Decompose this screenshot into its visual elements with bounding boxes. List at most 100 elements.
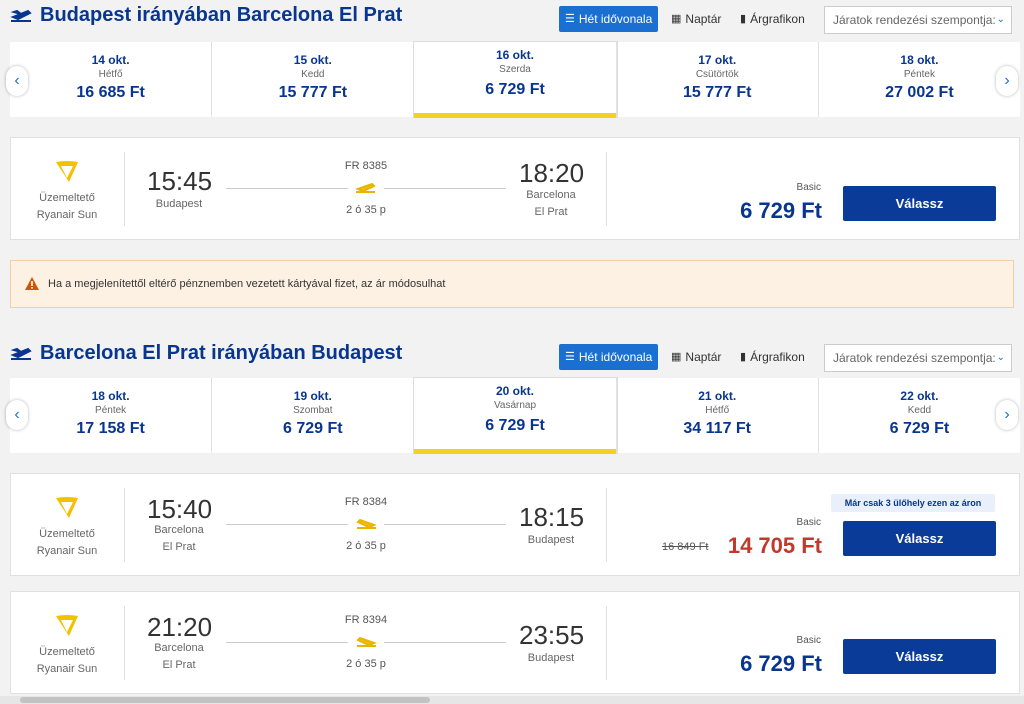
plane-icon (355, 182, 376, 193)
bar-chart-icon: ▮ (740, 351, 747, 363)
ryanair-harp-logo (56, 497, 78, 518)
select-flight-button[interactable]: Válassz (843, 639, 996, 674)
select-flight-button[interactable]: Válassz (843, 186, 996, 221)
divider (606, 606, 607, 680)
chevron-right-icon: › (1004, 406, 1010, 423)
flight-duration: 2 ó 35 p (346, 540, 386, 552)
ryanair-harp-logo (56, 161, 78, 182)
divider (606, 152, 607, 226)
flight-card: Üzemeltető Ryanair Sun 21:20 Barcelona E… (10, 591, 1020, 694)
date-tab[interactable]: 22 okt. Kedd 6 729 Ft (889, 389, 950, 437)
operator-label: Üzemeltető (39, 192, 95, 204)
price-chart-button[interactable]: ▮ Árgrafikon (734, 344, 811, 370)
next-dates-button[interactable]: › (996, 400, 1018, 430)
arrival-time: 18:20 (519, 158, 585, 188)
ryanair-harp-logo (56, 615, 78, 636)
calendar-icon: ▦ (671, 351, 682, 363)
flight-price: 6 729 Ft (740, 651, 822, 676)
operator-name: Ryanair Sun (36, 209, 98, 221)
list-icon: ☰ (565, 351, 575, 363)
date-tab[interactable]: 14 okt. Hétfő 16 685 Ft (10, 42, 213, 117)
date-tab[interactable]: 17 okt. Csütörtök 15 777 Ft (617, 42, 819, 117)
route-line (384, 188, 506, 189)
week-timeline-button[interactable]: ☰ Hét idővonala (559, 6, 659, 32)
date-tab[interactable]: 19 okt. Szombat 6 729 Ft (212, 378, 415, 453)
next-dates-button[interactable]: › (996, 66, 1018, 96)
arrival-time: 23:55 (519, 620, 585, 650)
route-line (384, 642, 506, 643)
departure-city: Budapest (155, 198, 203, 210)
flight-number: FR 8385 (344, 160, 388, 172)
divider (124, 488, 125, 562)
section-title: Barcelona El Prat irányában Budapest (40, 342, 403, 364)
flight-number: FR 8394 (344, 614, 388, 626)
outbound-date-strip: 14 okt. Hétfő 16 685 Ft 15 okt. Kedd 15 777 … (10, 42, 1020, 118)
chevron-left-icon: ‹ (14, 72, 20, 89)
date-tab[interactable]: 18 okt. Péntek 27 002 Ft (885, 53, 954, 101)
page-title: Budapest irányában Barcelona El Prat (40, 4, 403, 26)
arrival-city: Budapest (527, 652, 575, 664)
operator-name: Ryanair Sun (36, 663, 98, 675)
date-tab[interactable]: 21 okt. Hétfő 34 117 Ft (617, 378, 819, 453)
bar-chart-icon: ▮ (740, 13, 747, 25)
inbound-date-strip: 18 okt. Péntek 17 158 Ft 19 okt. Szombat 6 7… (10, 378, 1020, 454)
flight-duration: 2 ó 35 p (346, 658, 386, 670)
route-line (226, 524, 348, 525)
sort-select[interactable]: Járatok rendezési szempontja: ⌄ (824, 6, 1012, 34)
select-flight-button[interactable]: Válassz (843, 521, 996, 556)
divider (124, 606, 125, 680)
prev-dates-button[interactable]: ‹ (6, 400, 28, 430)
operator-label: Üzemeltető (39, 646, 95, 658)
sort-select[interactable]: Járatok rendezési szempontja: ⌄ (824, 344, 1012, 372)
outbound-header: Budapest irányában Barcelona El Prat ☰ Hé… (0, 0, 1024, 34)
original-price: 16 849 Ft (662, 541, 709, 553)
arrival-time: 18:15 (519, 502, 585, 532)
departure-time: 15:45 (147, 166, 213, 196)
departure-city: Barcelona El Prat (154, 642, 204, 671)
route-line (226, 642, 348, 643)
horizontal-scrollbar[interactable] (0, 696, 1024, 704)
flight-price: 6 729 Ft (740, 198, 822, 223)
plane-icon (10, 347, 32, 360)
prev-dates-button[interactable]: ‹ (6, 66, 28, 96)
flight-number: FR 8384 (344, 496, 388, 508)
date-tab[interactable]: 18 okt. Péntek 17 158 Ft (10, 378, 213, 453)
discounted-price: 14 705 Ft (727, 533, 822, 558)
arrival-city: Budapest (527, 534, 575, 546)
departure-time: 21:20 (147, 612, 213, 642)
departure-city: Barcelona El Prat (154, 524, 204, 553)
chevron-left-icon: ‹ (14, 406, 20, 423)
flight-duration: 2 ó 35 p (346, 204, 386, 216)
fare-type: Basic (796, 635, 821, 646)
week-timeline-button[interactable]: ☰ Hét idővonala (559, 344, 659, 370)
plane-icon (356, 636, 377, 647)
divider (124, 152, 125, 226)
operator-name: Ryanair Sun (36, 545, 98, 557)
price-chart-button[interactable]: ▮ Árgrafikon (734, 6, 811, 32)
chevron-down-icon: ⌄ (996, 352, 1005, 363)
plane-icon (10, 9, 32, 22)
route-line (384, 524, 506, 525)
flight-card: Már csak 3 ülőhely ezen az áron Üzemelte… (10, 473, 1020, 576)
scrollbar-thumb[interactable] (20, 697, 430, 703)
calendar-button[interactable]: ▦ Naptár (665, 6, 727, 32)
arrival-city: Barcelona El Prat (526, 189, 576, 218)
currency-warning: Ha a megjelenítettől eltérő pénznemben v… (10, 260, 1014, 308)
date-tab[interactable]: 15 okt. Kedd 15 777 Ft (212, 42, 415, 117)
operator-label: Üzemeltető (39, 528, 95, 540)
calendar-icon: ▦ (671, 13, 682, 25)
divider (606, 488, 607, 562)
departure-time: 15:40 (147, 494, 213, 524)
date-tab-selected[interactable]: 20 okt. Vasárnap 6 729 Ft (414, 378, 617, 454)
chevron-right-icon: › (1004, 72, 1010, 89)
route-line (226, 188, 348, 189)
chevron-down-icon: ⌄ (996, 14, 1005, 25)
warning-text: Ha a megjelenítettől eltérő pénznemben v… (48, 278, 446, 290)
warning-icon (25, 277, 39, 290)
calendar-button[interactable]: ▦ Naptár (665, 344, 727, 370)
date-tab-selected[interactable]: 16 okt. Szerda 6 729 Ft (414, 42, 617, 118)
plane-icon (356, 518, 377, 529)
flight-card: Üzemeltető Ryanair Sun 15:45 Budapest FR… (10, 137, 1020, 240)
seat-availability-badge: Már csak 3 ülőhely ezen az áron (831, 494, 995, 512)
list-icon: ☰ (565, 13, 575, 25)
